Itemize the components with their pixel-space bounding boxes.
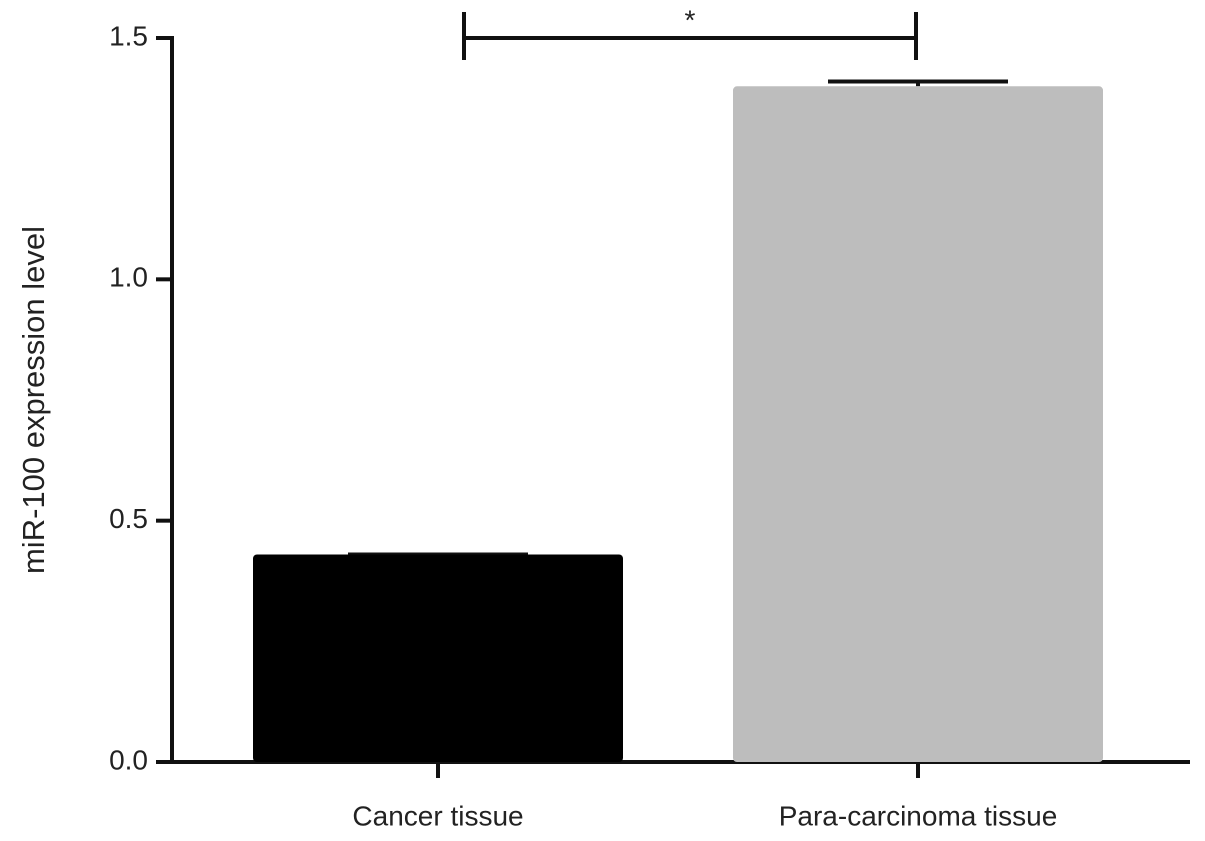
bar bbox=[253, 554, 623, 762]
y-tick-label: 0.5 bbox=[109, 503, 148, 534]
y-axis-label: miR-100 expression level bbox=[16, 226, 51, 574]
y-tick-label: 1.5 bbox=[109, 20, 148, 51]
y-tick-label: 0.0 bbox=[109, 744, 148, 775]
bar bbox=[733, 86, 1103, 763]
x-tick-label: Cancer tissue bbox=[352, 800, 523, 831]
significance-label: * bbox=[685, 4, 696, 35]
x-tick-label: Para-carcinoma tissue bbox=[779, 800, 1058, 831]
y-tick-label: 1.0 bbox=[109, 262, 148, 293]
